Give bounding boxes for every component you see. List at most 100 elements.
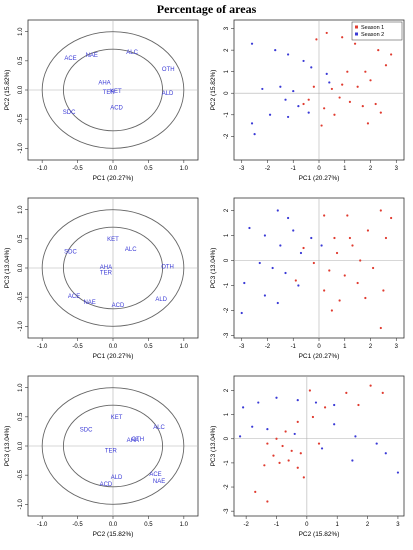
score-point — [279, 244, 282, 247]
score-point — [240, 311, 243, 315]
x-tick-label: -2 — [243, 522, 249, 528]
score-point — [320, 124, 323, 127]
score-point — [296, 399, 299, 402]
correlation-circle — [41, 31, 185, 149]
score-point — [292, 229, 295, 232]
x-tick-label: 0.5 — [144, 344, 153, 350]
variable-label-alc: ALC — [125, 247, 137, 253]
score-point — [323, 107, 326, 110]
score-point — [356, 281, 359, 285]
score-point — [366, 122, 370, 125]
score-point — [354, 435, 357, 438]
correlation-circle — [41, 209, 185, 327]
y-tick-label: -2 — [224, 484, 230, 490]
x-axis-label: PC1 (20.27%) — [299, 353, 340, 360]
y-tick-label: 0.5 — [18, 412, 24, 421]
score-point — [323, 289, 326, 292]
score-point — [323, 406, 327, 409]
variable-label-sdc: SDC — [64, 250, 77, 256]
y-tick-label: -3 — [224, 332, 230, 338]
score-point — [366, 229, 370, 232]
y-tick-label: 0.0 — [18, 85, 24, 94]
y-tick-label: 0.5 — [18, 56, 24, 65]
score-point — [320, 244, 323, 247]
x-tick-label: 0.0 — [109, 344, 118, 350]
x-tick-label: 0 — [317, 344, 321, 350]
x-tick-label: 3 — [395, 166, 399, 172]
score-point — [281, 444, 284, 448]
score-point — [276, 301, 279, 305]
score-point — [274, 49, 277, 52]
y-axis-label: PC2 (15.82%) — [4, 70, 11, 111]
variable-label-ket: KET — [111, 415, 123, 421]
variable-label-ter: TER — [100, 271, 113, 277]
score-point — [328, 269, 331, 272]
score-point — [381, 391, 384, 394]
score-point — [338, 96, 341, 99]
score-point — [320, 447, 324, 450]
score-point — [333, 403, 336, 407]
score-point — [307, 111, 310, 114]
y-tick-label: -2 — [224, 133, 230, 139]
score-point — [286, 115, 290, 119]
panel-pc1-pc3-scores: -3 -2 -1 0 1 2 3 -3 -2 -1 0 1 2 PC1 (20.27%) PC3 (13.0… — [210, 197, 405, 360]
variable-label-aha: AHA — [100, 265, 112, 271]
score-point — [263, 234, 267, 237]
panel-pc2-pc3-scores: -2 -1 0 1 2 3 -3 -2 -1 0 1 2 PC2 (15.82%) PC3 (13.04%… — [210, 375, 405, 538]
x-tick-label: 0 — [305, 522, 309, 528]
score-point — [346, 70, 349, 73]
x-tick-label: -1.0 — [37, 522, 48, 528]
score-point — [284, 98, 287, 101]
variable-label-ald: ALD — [111, 475, 123, 481]
score-point — [272, 454, 275, 457]
score-point — [312, 261, 315, 265]
score-point — [287, 459, 290, 462]
score-point — [384, 236, 388, 240]
score-point — [382, 289, 385, 292]
y-tick-label: 0.0 — [18, 263, 24, 272]
score-point — [384, 64, 388, 67]
score-point — [297, 284, 300, 287]
x-tick-label: 1.0 — [180, 522, 189, 528]
variable-label-ace: ACE — [68, 294, 80, 300]
variable-label-ace: ACE — [149, 472, 161, 478]
x-tick-label: -1.0 — [37, 166, 48, 172]
score-point — [364, 296, 367, 300]
y-axis-label: PC3 (13.04%) — [4, 426, 11, 467]
y-tick-label: -1 — [224, 111, 230, 117]
score-point — [317, 442, 321, 445]
score-point — [296, 466, 299, 469]
y-tick-label: 0.0 — [18, 441, 24, 450]
x-tick-label: -2 — [265, 344, 271, 350]
correlation-circle — [62, 226, 164, 310]
score-point — [341, 83, 344, 86]
score-point — [242, 406, 245, 409]
score-point — [351, 244, 354, 247]
x-tick-label: -0.5 — [72, 522, 83, 528]
score-point — [356, 85, 359, 88]
y-tick-label: 1 — [224, 69, 230, 73]
panel-pc2-pc3-loadings: -1.0 -0.5 0.0 0.5 1.0 -1.0 -0.5 0.0 0.5 1.0 PC2 (1… — [4, 375, 199, 538]
score-point — [384, 452, 387, 455]
x-tick-label: -2 — [265, 166, 271, 172]
score-point — [294, 279, 297, 282]
score-point — [348, 100, 352, 103]
y-tick-label: 1.0 — [18, 205, 24, 214]
x-tick-label: 1 — [343, 344, 347, 350]
x-tick-label: 0.0 — [109, 522, 118, 528]
variable-label-nae: NAE — [86, 53, 98, 59]
score-point — [263, 294, 267, 297]
y-axis-label: PC3 (13.04%) — [210, 426, 217, 467]
x-axis-label: PC2 (15.82%) — [93, 531, 134, 538]
score-point — [290, 449, 293, 452]
x-axis-label: PC1 (20.27%) — [299, 175, 340, 182]
score-point — [261, 87, 264, 91]
score-point — [333, 236, 336, 240]
x-axis-label: PC1 (20.27%) — [93, 175, 134, 182]
score-point — [325, 31, 328, 35]
y-tick-label: 1.0 — [18, 383, 24, 392]
score-point — [297, 105, 300, 108]
y-axis-label: PC3 (13.04%) — [210, 248, 217, 289]
score-point — [371, 266, 375, 270]
x-tick-label: 2 — [366, 522, 370, 528]
